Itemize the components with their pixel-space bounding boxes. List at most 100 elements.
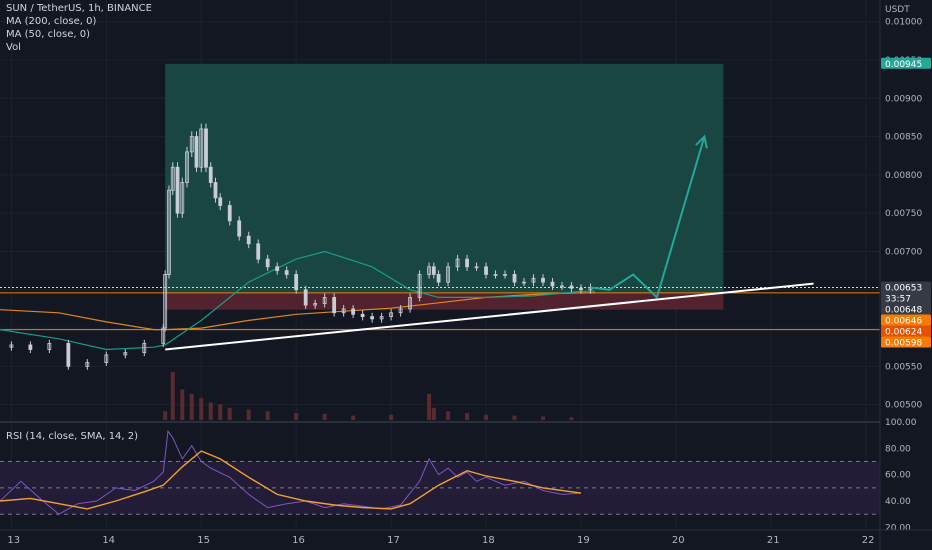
candle-body <box>85 362 90 367</box>
price-tick-label: 0.00850 <box>885 133 922 143</box>
volume-bar <box>427 393 432 420</box>
price-label-text: 0.00598 <box>885 338 922 348</box>
price-axis[interactable] <box>880 0 932 530</box>
rsi-tick-label: 20.00 <box>885 523 911 533</box>
time-tick-label: 16 <box>292 535 305 546</box>
ma50-legend[interactable]: MA (50, close, 0) <box>6 29 91 40</box>
candle-body <box>294 274 299 291</box>
candle-body <box>351 308 356 315</box>
candle-body <box>208 166 213 183</box>
candle-body <box>569 285 574 289</box>
volume-bar <box>322 413 327 420</box>
candle-body <box>237 220 242 237</box>
candle-body <box>579 287 583 291</box>
volume-bar <box>170 372 175 420</box>
price-label-box <box>881 314 931 326</box>
rsi-ma-line[interactable] <box>0 450 582 510</box>
volume-bar <box>484 414 489 420</box>
rsi-legend-label[interactable]: RSI (14, close, SMA, 14, 2) <box>6 431 139 442</box>
ma200-legend[interactable]: MA (200, close, 0) <box>6 16 97 27</box>
price-tick-label: 0.00900 <box>885 94 922 104</box>
candle-body <box>204 128 208 168</box>
candle-body <box>427 266 431 275</box>
candle-body <box>455 258 460 268</box>
volume-bar <box>389 414 394 420</box>
candle-body <box>303 289 308 306</box>
volume-bar <box>465 413 470 420</box>
candle-body <box>503 274 507 276</box>
candle-body <box>66 342 71 367</box>
candle-body <box>142 342 147 353</box>
ma50-line[interactable] <box>0 250 596 351</box>
projection-arrowhead <box>695 134 708 149</box>
candle-body <box>389 312 394 317</box>
time-tick-label: 15 <box>197 535 210 546</box>
rsi-line[interactable] <box>0 429 582 515</box>
target-zone[interactable] <box>165 63 724 293</box>
candle-body <box>170 166 175 191</box>
price-tick-label: 0.00550 <box>885 362 922 372</box>
price-label-text: 0.00653 <box>885 283 922 293</box>
candle-body <box>167 189 171 275</box>
volume-bar <box>208 402 213 420</box>
candle-body <box>360 313 365 317</box>
price-tick-label: 0.00750 <box>885 209 922 219</box>
candle-body <box>560 285 564 288</box>
price-tick-label: 0.00800 <box>885 171 922 181</box>
projection-path[interactable] <box>590 136 706 300</box>
candle-body <box>398 308 403 314</box>
candle-body <box>541 277 545 283</box>
volume-bar <box>199 398 204 420</box>
candle-body <box>246 235 251 245</box>
rsi-tick-label: 60.00 <box>885 471 911 481</box>
candle-body <box>431 266 436 275</box>
volume-bar <box>189 393 194 420</box>
candle-body <box>512 274 517 283</box>
chart-legend: SUN / TetherUS, 1h, BINANCE MA (200, clo… <box>6 2 152 54</box>
candle-body <box>199 128 204 168</box>
price-tick-label: 0.00500 <box>885 401 922 411</box>
candle-body <box>47 342 52 350</box>
price-tick-label: 0.01000 <box>885 18 922 28</box>
support-trendline[interactable] <box>165 282 814 351</box>
volume-legend[interactable]: Vol <box>6 42 21 53</box>
candle-body <box>123 352 128 356</box>
candle-body <box>417 274 422 298</box>
volume-bar <box>512 415 517 420</box>
candle-body <box>370 316 375 320</box>
time-tick-label: 18 <box>482 535 495 546</box>
rsi-tick-label: 80.00 <box>885 444 911 454</box>
candle-body <box>379 316 384 320</box>
candle-body <box>275 266 280 272</box>
candle-body <box>474 266 479 269</box>
candle-body <box>185 151 189 183</box>
candle-body <box>550 281 555 287</box>
candle-body <box>28 344 33 350</box>
candle-body <box>313 303 318 306</box>
price-label-text: 0.00945 <box>885 60 922 70</box>
candle-body <box>531 277 536 283</box>
candle-body <box>213 182 218 199</box>
volume-bar <box>446 411 451 420</box>
candle-body <box>284 270 289 275</box>
price-label-box <box>881 336 931 348</box>
candle-body <box>218 197 223 206</box>
ma200-line[interactable] <box>0 292 596 331</box>
candle-body <box>9 344 14 348</box>
candle-body <box>436 274 441 283</box>
candle-body <box>465 258 469 268</box>
price-tick-label: 0.00700 <box>885 247 922 257</box>
time-tick-label: 19 <box>577 535 590 546</box>
volume-bar <box>218 404 223 420</box>
price-label-text: 0.00624 <box>885 327 922 337</box>
price-label-text: 0.00648 <box>885 305 922 315</box>
time-tick-label: 17 <box>387 535 400 546</box>
candle-body <box>180 182 185 214</box>
time-tick-label: 22 <box>862 535 875 546</box>
rsi-legend: RSI (14, close, SMA, 14, 2) <box>6 430 138 443</box>
symbol-title[interactable]: SUN / TetherUS, 1h, BINANCE <box>6 3 152 14</box>
time-tick-label: 14 <box>102 535 115 546</box>
candle-body <box>493 274 498 276</box>
candle-body <box>332 297 337 314</box>
